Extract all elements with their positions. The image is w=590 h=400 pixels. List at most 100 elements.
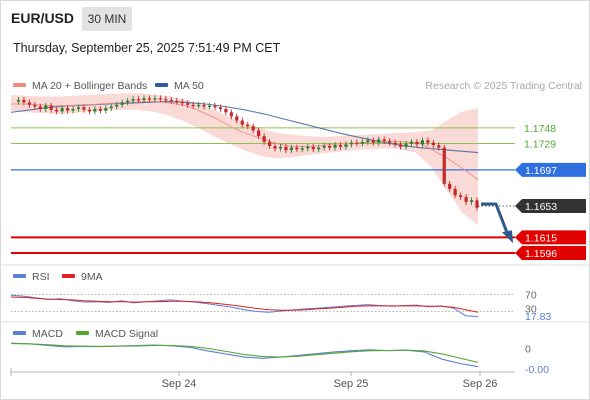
candle-body xyxy=(207,105,212,107)
candle-body xyxy=(459,195,463,198)
symbol-title: EUR/USD xyxy=(11,10,75,26)
candle-body xyxy=(409,141,414,144)
legend-swatch xyxy=(13,331,26,336)
candle-body xyxy=(153,98,157,100)
candle-body xyxy=(251,126,255,131)
candle-body xyxy=(300,148,304,150)
candle-body xyxy=(175,100,179,102)
legend-label: MA 20 + Bollinger Bands xyxy=(32,80,148,92)
legend-macd[interactable]: MACD xyxy=(13,327,63,341)
candle-body xyxy=(453,188,457,196)
candle-body xyxy=(426,140,430,143)
projection-arrow-line xyxy=(481,202,510,236)
legend-rsi-9ma[interactable]: 9MA xyxy=(62,270,103,284)
candle-body xyxy=(164,99,168,101)
candle-body xyxy=(267,141,272,147)
macd-signal-line xyxy=(10,343,479,363)
candle-body xyxy=(398,144,403,147)
candle-body xyxy=(131,99,135,101)
candle-body xyxy=(218,107,223,109)
candle-body xyxy=(115,104,119,107)
legend-label: 9MA xyxy=(81,271,103,283)
candle-body xyxy=(420,140,425,145)
rsi-tick-label: 70 xyxy=(525,289,537,301)
candle-body xyxy=(22,99,26,103)
candle-body xyxy=(76,107,81,109)
candle-body xyxy=(109,106,113,109)
candle-body xyxy=(317,147,321,150)
legend-swatch xyxy=(13,83,26,88)
candle-body xyxy=(147,98,152,100)
candle-body xyxy=(229,112,233,117)
candle-body xyxy=(469,200,474,202)
candle-body xyxy=(202,104,206,107)
candle-body xyxy=(197,104,201,107)
candle-body xyxy=(60,108,64,112)
candle-body xyxy=(328,146,332,148)
candle-body xyxy=(16,99,21,102)
candle-body xyxy=(33,104,37,107)
legend-rsi[interactable]: RSI xyxy=(13,270,50,284)
candle-body xyxy=(273,146,277,149)
candle-body xyxy=(475,200,479,208)
candle-body xyxy=(224,108,228,113)
candle-body xyxy=(284,146,288,151)
candle-body xyxy=(71,108,75,111)
level-tag xyxy=(515,230,586,245)
legend-swatch xyxy=(13,274,26,279)
candle-body xyxy=(355,142,359,144)
legend-swatch xyxy=(76,331,89,336)
macd-value-label: -0.00 xyxy=(525,364,549,376)
candle-body xyxy=(180,101,184,104)
candle-body xyxy=(289,147,293,151)
candle-body xyxy=(333,145,337,148)
projection-arrow-head xyxy=(502,230,513,244)
candle-body xyxy=(366,140,370,142)
candle-body xyxy=(191,104,195,107)
x-axis-label: Sep 24 xyxy=(162,378,197,390)
candle-body xyxy=(136,99,141,101)
candle-body xyxy=(142,98,146,100)
legend-ma50[interactable]: MA 50 xyxy=(155,79,204,93)
candle-body xyxy=(246,124,250,127)
candle-body xyxy=(55,109,59,112)
candle-body xyxy=(93,108,97,112)
candle-body xyxy=(257,130,261,137)
candle-body xyxy=(393,142,397,145)
datetime-label: Thursday, September 25, 2025 7:51:49 PM … xyxy=(13,41,281,55)
candle-body xyxy=(158,98,162,100)
candle-body xyxy=(311,146,315,150)
candle-body xyxy=(295,147,299,150)
candle-body xyxy=(27,102,31,105)
rsi-9ma-line xyxy=(10,296,479,313)
x-axis-label: Sep 26 xyxy=(463,378,498,390)
candle-body xyxy=(388,141,392,143)
candle-body xyxy=(235,116,239,121)
legend-swatch xyxy=(155,83,168,88)
candle-body xyxy=(98,108,102,111)
level-tag-label: 1.1596 xyxy=(525,248,557,260)
level-tag xyxy=(515,245,586,260)
rsi-value-label: 17.83 xyxy=(525,311,551,323)
legend-macd-signal[interactable]: MACD Signal xyxy=(76,327,158,341)
x-axis-label: Sep 25 xyxy=(334,378,369,390)
candle-body xyxy=(82,107,86,110)
candle-body xyxy=(349,142,354,145)
candle-body xyxy=(371,140,375,143)
legend-swatch xyxy=(62,274,75,279)
legend-label: MA 50 xyxy=(174,80,204,92)
legend-ma20-bollinger[interactable]: MA 20 + Bollinger Bands xyxy=(13,79,147,93)
candle-body xyxy=(448,183,452,189)
timeframe-badge[interactable]: 30 MIN xyxy=(82,7,132,31)
candle-body xyxy=(262,136,266,142)
candle-body xyxy=(377,139,381,143)
legend-label: MACD Signal xyxy=(95,328,159,340)
rsi-tick-label: 30 xyxy=(525,303,537,315)
bollinger-band-area xyxy=(11,93,478,226)
candle-body xyxy=(437,145,441,148)
candle-body xyxy=(38,106,42,109)
candle-body xyxy=(65,108,70,111)
candle-body xyxy=(306,146,310,149)
candle-body xyxy=(104,108,108,111)
